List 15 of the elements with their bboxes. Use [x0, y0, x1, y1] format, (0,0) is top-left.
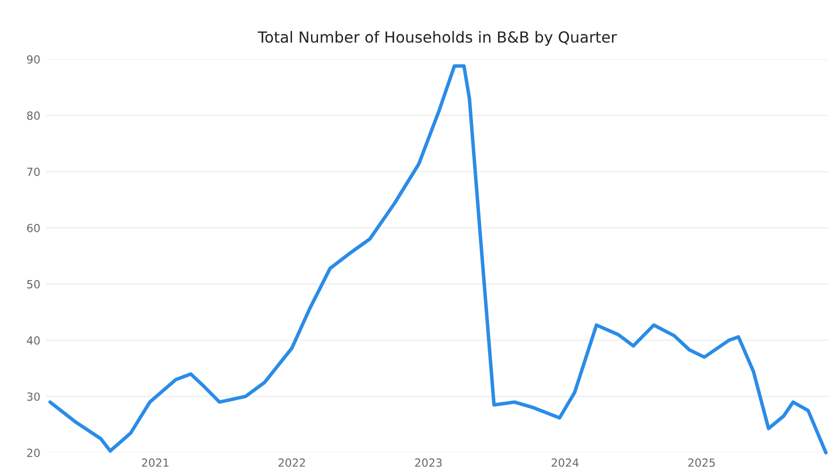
chart-title: Total Number of Households in B&B by Quarter	[258, 30, 617, 46]
y-tick-label: 70	[27, 168, 40, 176]
x-tick-label: 2023	[415, 458, 442, 467]
x-tick-label: 2022	[278, 458, 305, 467]
line-series	[48, 64, 828, 454]
y-tick-label: 30	[27, 392, 40, 401]
y-tick-label: 50	[27, 280, 40, 288]
x-tick-label: 2025	[688, 458, 715, 467]
y-tick-label: 90	[27, 55, 40, 64]
y-tick-label: 20	[27, 448, 40, 458]
y-tick-label: 60	[27, 224, 40, 232]
y-tick-label: 40	[26, 336, 40, 345]
y-tick-label: 80	[27, 111, 40, 120]
x-tick-label: 2021	[142, 458, 168, 467]
x-tick-label: 2024	[552, 458, 579, 467]
